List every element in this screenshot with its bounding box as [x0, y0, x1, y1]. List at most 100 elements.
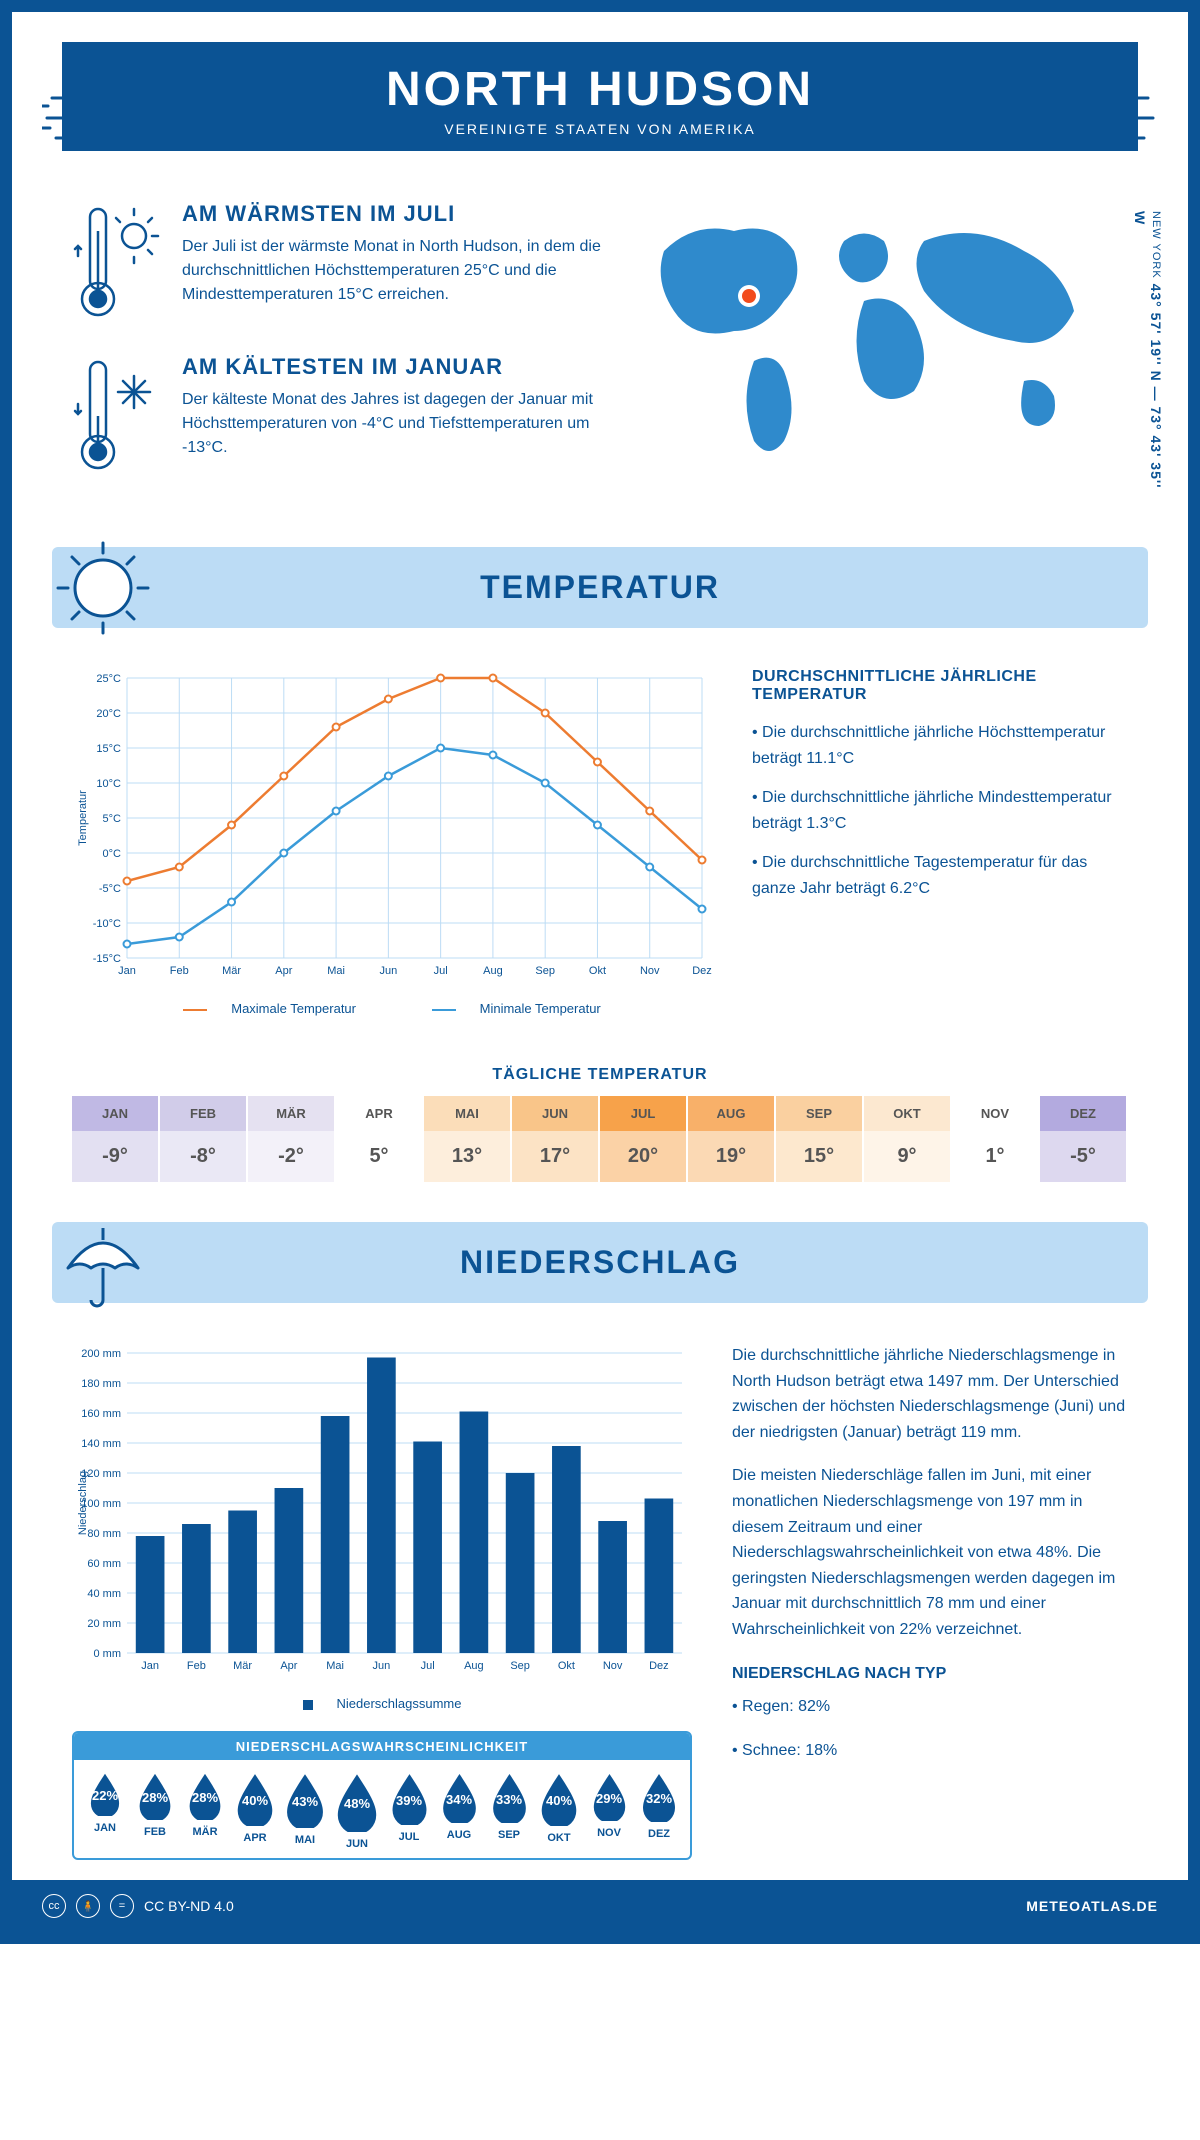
page-title: NORTH HUDSON [62, 62, 1138, 117]
svg-text:Temperatur: Temperatur [77, 790, 89, 846]
svg-text:Dez: Dez [649, 1660, 669, 1672]
prob-cell: 40%OKT [534, 1772, 584, 1850]
section-temperature: TEMPERATUR [52, 547, 1148, 628]
section-precipitation: NIEDERSCHLAG [52, 1222, 1148, 1303]
daily-temp-title: TÄGLICHE TEMPERATUR [12, 1066, 1188, 1084]
svg-text:Jul: Jul [421, 1660, 435, 1672]
prob-cell: 28%FEB [130, 1772, 180, 1850]
prob-cell: 40%APR [230, 1772, 280, 1850]
daily-temp-table: JAN-9°FEB-8°MÄR-2°APR5°MAI13°JUN17°JUL20… [72, 1096, 1128, 1182]
svg-text:Sep: Sep [510, 1660, 530, 1672]
svg-text:Mär: Mär [233, 1660, 252, 1672]
precipitation-probability-box: NIEDERSCHLAGSWAHRSCHEINLICHKEIT 22%JAN28… [72, 1731, 692, 1860]
fact-warm-body: Der Juli ist der wärmste Monat in North … [182, 235, 604, 307]
daily-cell: FEB-8° [160, 1096, 248, 1182]
temp-stats-title: DURCHSCHNITTLICHE JÄHRLICHE TEMPERATUR [752, 668, 1128, 704]
svg-text:-5°C: -5°C [99, 883, 121, 895]
sun-icon [48, 533, 158, 643]
prob-cell: 32%DEZ [634, 1772, 684, 1850]
svg-text:Sep: Sep [535, 965, 555, 977]
thermometer-snow-icon [72, 354, 162, 474]
footer: cc 🧍 = CC BY-ND 4.0 METEOATLAS.DE [12, 1880, 1188, 1932]
svg-text:Mär: Mär [222, 965, 241, 977]
svg-text:Jan: Jan [141, 1660, 159, 1672]
precip-type-title: NIEDERSCHLAG NACH TYP [732, 1661, 1128, 1687]
svg-text:160 mm: 160 mm [81, 1408, 121, 1420]
temp-stat-item: • Die durchschnittliche jährliche Mindes… [752, 785, 1128, 836]
svg-text:-10°C: -10°C [93, 918, 121, 930]
daily-cell: DEZ-5° [1040, 1096, 1128, 1182]
svg-text:Mai: Mai [326, 1660, 344, 1672]
precip-type-item: • Schnee: 18% [732, 1738, 1128, 1764]
svg-text:Niederschlag: Niederschlag [77, 1471, 89, 1535]
svg-text:10°C: 10°C [96, 778, 121, 790]
svg-text:Feb: Feb [170, 965, 189, 977]
svg-text:Nov: Nov [640, 965, 660, 977]
license-text: CC BY-ND 4.0 [144, 1898, 234, 1914]
svg-text:200 mm: 200 mm [81, 1348, 121, 1360]
svg-text:Jun: Jun [379, 965, 397, 977]
fact-coldest: AM KÄLTESTEN IM JANUAR Der kälteste Mona… [72, 354, 604, 479]
svg-text:Apr: Apr [280, 1660, 297, 1672]
daily-cell: JAN-9° [72, 1096, 160, 1182]
precip-type-item: • Regen: 82% [732, 1694, 1128, 1720]
temperature-line-chart: -15°C-10°C-5°C0°C5°C10°C15°C20°C25°CJanF… [72, 668, 712, 988]
fact-warm-title: AM WÄRMSTEN IM JULI [182, 201, 604, 227]
svg-text:0 mm: 0 mm [94, 1648, 122, 1660]
header-banner: NORTH HUDSON VEREINIGTE STAATEN VON AMER… [62, 42, 1138, 151]
svg-text:Feb: Feb [187, 1660, 206, 1672]
svg-text:20 mm: 20 mm [87, 1618, 121, 1630]
svg-text:-15°C: -15°C [93, 953, 121, 965]
svg-text:Aug: Aug [464, 1660, 484, 1672]
daily-cell: AUG19° [688, 1096, 776, 1182]
prob-cell: 22%JAN [80, 1772, 130, 1850]
svg-text:Okt: Okt [589, 965, 606, 977]
precip-paragraph: Die meisten Niederschläge fallen im Juni… [732, 1463, 1128, 1642]
precipitation-bar-chart: 0 mm20 mm40 mm60 mm80 mm100 mm120 mm140 … [72, 1343, 692, 1683]
svg-text:Dez: Dez [692, 965, 712, 977]
coordinates: NEW YORK 43° 57' 19'' N — 73° 43' 35'' W [1132, 211, 1164, 507]
svg-text:Jun: Jun [373, 1660, 391, 1672]
daily-cell: JUN17° [512, 1096, 600, 1182]
fact-cold-title: AM KÄLTESTEN IM JANUAR [182, 354, 604, 380]
by-icon: 🧍 [76, 1894, 100, 1918]
daily-cell: MÄR-2° [248, 1096, 336, 1182]
svg-text:20°C: 20°C [96, 708, 121, 720]
prob-cell: 34%AUG [434, 1772, 484, 1850]
prob-cell: 39%JUL [384, 1772, 434, 1850]
svg-text:80 mm: 80 mm [87, 1528, 121, 1540]
umbrella-icon [48, 1208, 158, 1318]
daily-cell: SEP15° [776, 1096, 864, 1182]
prob-cell: 29%NOV [584, 1772, 634, 1850]
svg-text:Aug: Aug [483, 965, 503, 977]
daily-cell: APR5° [336, 1096, 424, 1182]
svg-text:Mai: Mai [327, 965, 345, 977]
daily-cell: JUL20° [600, 1096, 688, 1182]
site-name: METEOATLAS.DE [1026, 1898, 1158, 1914]
page-subtitle: VEREINIGTE STAATEN VON AMERIKA [62, 121, 1138, 137]
svg-text:Okt: Okt [558, 1660, 575, 1672]
fact-cold-body: Der kälteste Monat des Jahres ist dagege… [182, 388, 604, 460]
svg-text:60 mm: 60 mm [87, 1558, 121, 1570]
prob-cell: 43%MAI [280, 1772, 330, 1850]
daily-cell: NOV1° [952, 1096, 1040, 1182]
svg-text:Jul: Jul [434, 965, 448, 977]
temp-stat-item: • Die durchschnittliche Tagestemperatur … [752, 850, 1128, 901]
temp-chart-legend: Maximale Temperatur Minimale Temperatur [72, 1001, 712, 1016]
nd-icon: = [110, 1894, 134, 1918]
world-map [644, 201, 1104, 461]
svg-text:40 mm: 40 mm [87, 1588, 121, 1600]
thermometer-sun-icon [72, 201, 162, 321]
svg-text:Jan: Jan [118, 965, 136, 977]
precip-paragraph: Die durchschnittliche jährliche Niedersc… [732, 1343, 1128, 1445]
cc-icon: cc [42, 1894, 66, 1918]
svg-text:Nov: Nov [603, 1660, 623, 1672]
svg-text:15°C: 15°C [96, 743, 121, 755]
fact-warmest: AM WÄRMSTEN IM JULI Der Juli ist der wär… [72, 201, 604, 326]
temp-stat-item: • Die durchschnittliche jährliche Höchst… [752, 720, 1128, 771]
prob-cell: 28%MÄR [180, 1772, 230, 1850]
prob-cell: 48%JUN [330, 1772, 384, 1850]
svg-text:180 mm: 180 mm [81, 1378, 121, 1390]
svg-text:25°C: 25°C [96, 673, 121, 685]
prob-cell: 33%SEP [484, 1772, 534, 1850]
